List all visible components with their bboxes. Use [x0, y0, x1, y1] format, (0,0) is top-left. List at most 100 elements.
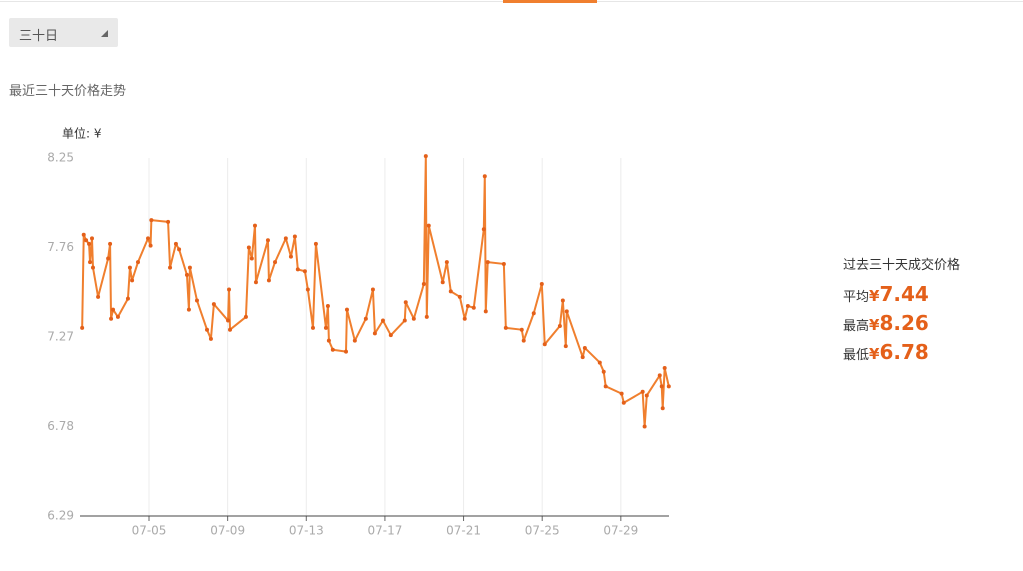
- price-point: [440, 280, 445, 285]
- x-tick-label: 07-25: [525, 524, 560, 538]
- chart: 单位: ¥ 8.25 7.76 7.27 6.78 6.29 07-05 07-09 07-1…: [47, 126, 671, 538]
- price-point: [310, 325, 315, 330]
- price-point: [363, 316, 368, 321]
- summary-value: 7.44: [879, 282, 929, 306]
- price-point: [292, 234, 297, 239]
- price-point: [621, 400, 626, 405]
- price-point: [90, 265, 95, 270]
- price-point: [580, 355, 585, 360]
- price-point: [485, 260, 490, 265]
- price-point: [302, 269, 307, 274]
- price-point: [187, 265, 192, 270]
- price-point: [372, 331, 377, 336]
- price-point: [288, 254, 293, 259]
- price-point: [560, 298, 565, 303]
- price-point: [352, 338, 357, 343]
- price-point: [642, 424, 647, 429]
- price-point: [243, 314, 248, 319]
- price-point: [603, 384, 608, 389]
- price-point: [457, 294, 462, 299]
- price-line: [81, 155, 670, 428]
- price-point: [462, 316, 467, 321]
- summary-currency: ¥: [869, 287, 880, 305]
- price-point: [184, 272, 189, 277]
- summary: 过去三十天成交价格 平均 ¥7.44 最高 ¥8.26 最低 ¥6.78: [843, 254, 961, 364]
- price-point: [662, 366, 667, 371]
- price-point: [96, 294, 101, 299]
- price-point: [228, 327, 233, 332]
- summary-title: 过去三十天成交价格: [843, 258, 961, 273]
- y-tick-label: 8.25: [47, 151, 74, 165]
- price-point: [657, 373, 662, 378]
- y-tick-label: 7.76: [47, 240, 74, 254]
- price-point: [644, 393, 649, 398]
- summary-row: 最高 ¥8.26: [843, 311, 960, 335]
- price-point: [424, 314, 429, 319]
- price-point: [252, 223, 257, 228]
- price-point: [521, 338, 526, 343]
- price-point: [519, 327, 524, 332]
- price-point: [531, 311, 536, 316]
- price-point: [135, 260, 140, 265]
- price-point: [640, 389, 645, 394]
- price-point: [295, 267, 300, 272]
- x-tick-label: 07-13: [289, 524, 324, 538]
- price-point: [481, 227, 486, 232]
- y-tick-label: 7.27: [47, 330, 74, 344]
- price-point: [177, 247, 182, 252]
- price-point: [326, 338, 331, 343]
- price-point: [130, 278, 135, 283]
- price-point: [80, 325, 85, 330]
- price-point: [227, 287, 232, 292]
- price-point: [403, 300, 408, 305]
- unit-label: 单位: ¥: [62, 126, 102, 141]
- price-point: [89, 236, 94, 241]
- price-point: [426, 223, 431, 228]
- price-point: [597, 360, 602, 365]
- price-point: [344, 307, 349, 312]
- price-point: [84, 238, 89, 243]
- price-point: [619, 391, 624, 396]
- chart-title: 最近三十天价格走势: [9, 84, 127, 99]
- x-tick-label: 07-09: [210, 524, 245, 538]
- price-point: [325, 303, 330, 308]
- price-point: [87, 241, 92, 246]
- price-point: [253, 280, 258, 285]
- price-point: [601, 369, 606, 374]
- x-tick-label: 07-17: [367, 524, 402, 538]
- x-tick-label: 07-21: [446, 524, 481, 538]
- price-point: [423, 154, 428, 159]
- summary-label: 最低: [843, 348, 870, 363]
- summary-label: 平均: [843, 290, 870, 305]
- price-point: [323, 325, 328, 330]
- price-point: [471, 305, 476, 310]
- price-point: [111, 307, 116, 312]
- x-tick-label: 07-29: [603, 524, 638, 538]
- price-point: [313, 241, 318, 246]
- price-point: [660, 406, 665, 411]
- period-dropdown[interactable]: 三十日: [9, 18, 118, 47]
- price-point: [330, 347, 335, 352]
- price-point: [194, 298, 199, 303]
- price-point: [343, 349, 348, 354]
- summary-currency: ¥: [869, 345, 880, 363]
- price-point: [582, 345, 587, 350]
- price-point: [81, 232, 86, 237]
- dropdown-label: 三十日: [19, 29, 59, 44]
- price-point: [265, 238, 270, 243]
- price-point: [542, 342, 547, 347]
- price-point: [166, 219, 171, 224]
- x-tick-label: 07-05: [132, 524, 167, 538]
- active-tab-indicator: [503, 0, 597, 3]
- summary-row: 最低 ¥6.78: [843, 340, 960, 364]
- price-point: [444, 260, 449, 265]
- price-point: [666, 384, 671, 389]
- price-point: [109, 316, 114, 321]
- price-point: [283, 236, 288, 241]
- summary-label: 最高: [843, 319, 870, 334]
- price-point: [402, 318, 407, 323]
- price-point: [168, 265, 173, 270]
- price-point: [125, 296, 130, 301]
- summary-row: 平均 ¥7.44: [843, 282, 960, 306]
- price-point: [483, 309, 488, 314]
